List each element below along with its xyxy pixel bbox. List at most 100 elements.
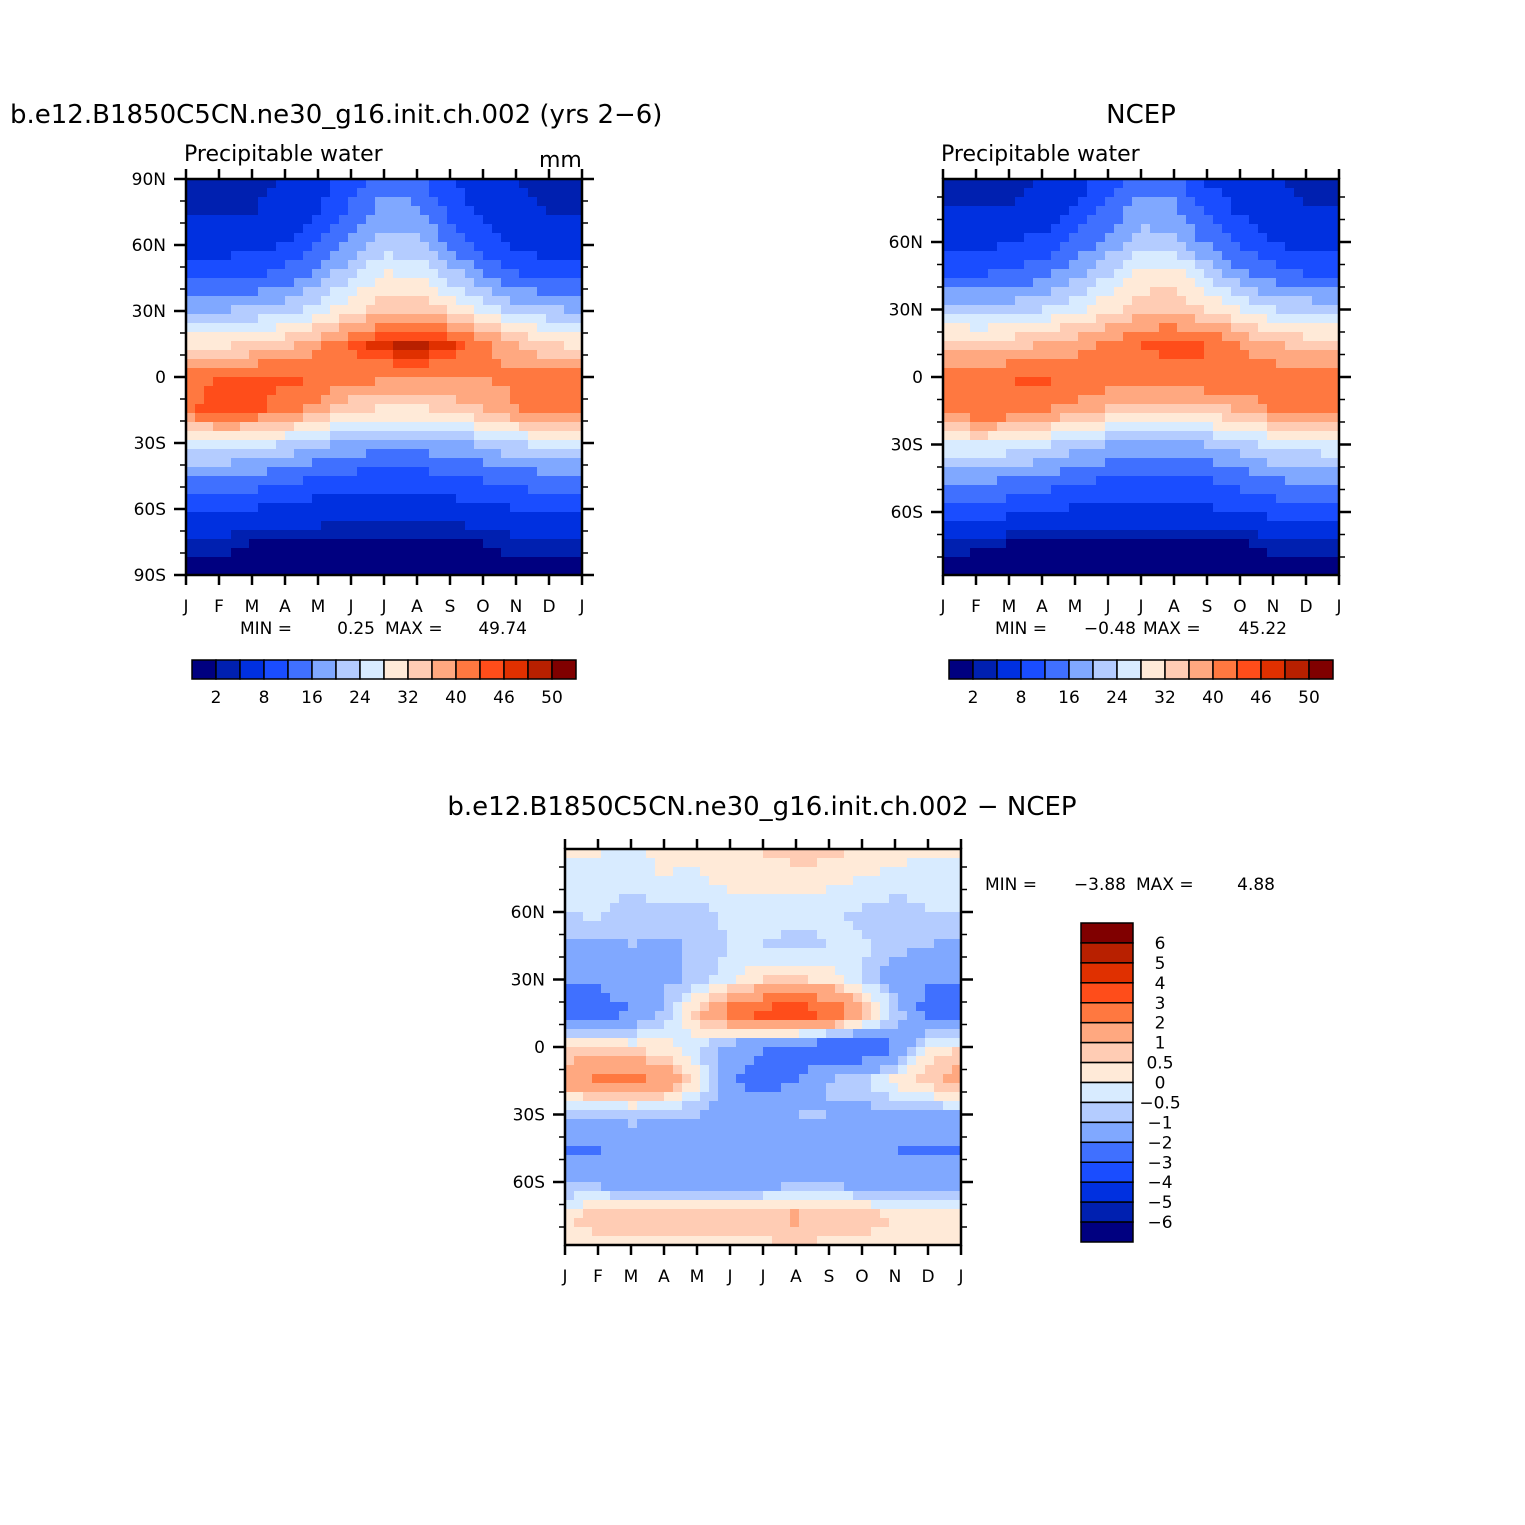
contour-cell bbox=[393, 332, 403, 342]
contour-cell bbox=[907, 921, 917, 931]
contour-cell bbox=[348, 224, 358, 234]
contour-cell bbox=[1087, 224, 1097, 234]
contour-cell bbox=[1132, 449, 1142, 459]
contour-cell bbox=[267, 233, 277, 243]
contour-cell bbox=[1024, 413, 1034, 423]
contour-cell bbox=[646, 1020, 656, 1030]
contour-cell bbox=[1177, 368, 1187, 378]
contour-cell bbox=[555, 476, 565, 486]
contour-cell bbox=[519, 260, 529, 270]
contour-cell bbox=[1285, 296, 1295, 306]
contour-cell bbox=[988, 521, 998, 531]
contour-cell bbox=[213, 395, 223, 405]
contour-cell bbox=[267, 530, 277, 540]
contour-cell bbox=[1312, 476, 1322, 486]
contour-cell bbox=[736, 1002, 746, 1012]
contour-cell bbox=[853, 858, 863, 868]
contour-cell bbox=[1159, 404, 1169, 414]
contour-cell bbox=[1078, 503, 1088, 513]
contour-cell bbox=[249, 179, 259, 189]
contour-cell bbox=[826, 1002, 836, 1012]
contour-cell bbox=[1033, 422, 1043, 432]
contour-cell bbox=[1276, 332, 1286, 342]
contour-cell bbox=[880, 849, 890, 859]
contour-cell bbox=[492, 287, 502, 297]
contour-cell bbox=[1123, 287, 1133, 297]
contour-cell bbox=[474, 233, 484, 243]
contour-cell bbox=[718, 1020, 728, 1030]
contour-cell bbox=[763, 975, 773, 985]
contour-cell bbox=[285, 350, 295, 360]
contour-cell bbox=[799, 885, 809, 895]
contour-cell bbox=[1159, 215, 1169, 225]
contour-cell bbox=[1042, 539, 1052, 549]
contour-cell bbox=[438, 224, 448, 234]
contour-cell bbox=[646, 885, 656, 895]
contour-cell bbox=[510, 350, 520, 360]
contour-cell bbox=[1033, 539, 1043, 549]
contour-cell bbox=[673, 876, 683, 886]
contour-cell bbox=[438, 395, 448, 405]
contour-cell bbox=[952, 876, 962, 886]
contour-cell bbox=[763, 939, 773, 949]
contour-cell bbox=[1087, 305, 1097, 315]
contour-cell bbox=[700, 876, 710, 886]
contour-cell bbox=[1015, 458, 1025, 468]
contour-cell bbox=[1069, 377, 1079, 387]
contour-cell bbox=[492, 476, 502, 486]
contour-cell bbox=[1231, 386, 1241, 396]
contour-cell bbox=[997, 566, 1007, 576]
contour-cell bbox=[492, 251, 502, 261]
contour-cell bbox=[961, 278, 971, 288]
contour-cell bbox=[1186, 539, 1196, 549]
contour-cell bbox=[1015, 476, 1025, 486]
contour-cell bbox=[294, 386, 304, 396]
contour-cell bbox=[1024, 305, 1034, 315]
contour-cell bbox=[1186, 512, 1196, 522]
contour-cell bbox=[204, 440, 214, 450]
contour-cell bbox=[447, 512, 457, 522]
contour-cell bbox=[943, 458, 953, 468]
contour-cell bbox=[330, 476, 340, 486]
contour-cell bbox=[1114, 422, 1124, 432]
contour-cell bbox=[483, 386, 493, 396]
contour-cell bbox=[970, 242, 980, 252]
contour-cell bbox=[988, 215, 998, 225]
contour-cell bbox=[240, 359, 250, 369]
contour-cell bbox=[673, 885, 683, 895]
contour-cell bbox=[610, 948, 620, 958]
contour-cell bbox=[655, 921, 665, 931]
contour-cell bbox=[1105, 458, 1115, 468]
contour-cell bbox=[411, 323, 421, 333]
contour-cell bbox=[1303, 350, 1313, 360]
contour-cell bbox=[546, 512, 556, 522]
contour-cell bbox=[610, 993, 620, 1003]
contour-cell bbox=[402, 233, 412, 243]
y-tick-label: 60N bbox=[132, 236, 166, 256]
contour-cell bbox=[1150, 314, 1160, 324]
contour-cell bbox=[979, 206, 989, 216]
contour-cell bbox=[1024, 197, 1034, 207]
contour-cell bbox=[889, 1002, 899, 1012]
contour-cell bbox=[1258, 305, 1268, 315]
contour-cell bbox=[808, 903, 818, 913]
contour-cell bbox=[1015, 395, 1025, 405]
contour-cell bbox=[1042, 341, 1052, 351]
contour-cell bbox=[573, 251, 583, 261]
contour-cell bbox=[1312, 215, 1322, 225]
contour-cell bbox=[195, 548, 205, 558]
contour-cell bbox=[601, 876, 611, 886]
contour-cell bbox=[537, 440, 547, 450]
contour-cell bbox=[1114, 359, 1124, 369]
contour-cell bbox=[393, 521, 403, 531]
contour-cell bbox=[546, 314, 556, 324]
contour-cell bbox=[1312, 422, 1322, 432]
contour-cell bbox=[573, 521, 583, 531]
contour-cell bbox=[1186, 458, 1196, 468]
contour-cell bbox=[438, 323, 448, 333]
contour-cell bbox=[925, 876, 935, 886]
contour-cell bbox=[375, 224, 385, 234]
contour-cell bbox=[1195, 440, 1205, 450]
contour-cell bbox=[754, 948, 764, 958]
contour-cell bbox=[943, 377, 953, 387]
